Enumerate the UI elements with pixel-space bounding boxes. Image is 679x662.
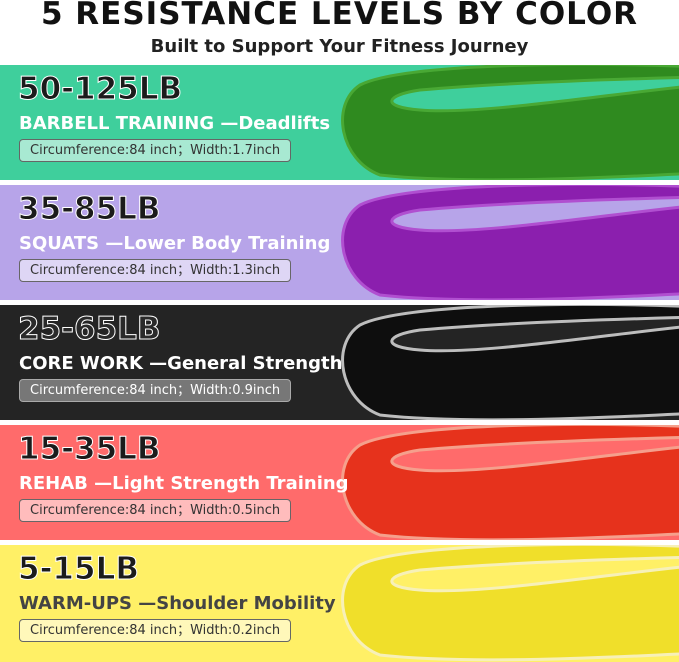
level-band: 35-85LB SQUATS —Lower Body Training Circum… [0, 185, 679, 300]
band-illustration [341, 305, 679, 420]
spec-box: Circumference:84 inch；Width:0.2inch [19, 619, 292, 642]
level-band: 15-35LB REHAB —Light Strength Training Cir… [0, 425, 679, 540]
range-text: 5-15LB [18, 551, 140, 588]
use-label: BARBELL TRAINING —Deadlifts [19, 113, 331, 134]
level-band: 50-125LB BARBELL TRAINING —Deadlifts Circu… [0, 65, 679, 180]
use-label: CORE WORK —General Strength [19, 353, 343, 374]
band-illustration [341, 185, 679, 300]
range-text: 50-125LB [17, 71, 183, 108]
use-label: WARM-UPS —Shoulder Mobility [19, 593, 336, 614]
spec-box: Circumference:84 inch；Width:1.7inch [19, 139, 292, 162]
band-illustration [341, 65, 679, 180]
range-text: 35-85LB [18, 191, 162, 228]
spec-box: Circumference:84 inch；Width:0.9inch [19, 379, 292, 402]
level-band: 25-65LB CORE WORK —General Strength Circum… [0, 305, 679, 420]
range-text: 25-65LB [18, 311, 162, 348]
spec-box: Circumference:84 inch；Width:1.3inch [19, 259, 292, 282]
spec-box: Circumference:84 inch；Width:0.5inch [19, 499, 292, 522]
band-illustration [341, 425, 679, 540]
use-label: REHAB —Light Strength Training [19, 473, 349, 494]
title: 5 RESISTANCE LEVELS BY COLOR [40, 0, 639, 32]
subtitle: Built to Support Your Fitness Journey [150, 36, 529, 57]
band-illustration [341, 545, 679, 662]
use-label: SQUATS —Lower Body Training [19, 233, 331, 254]
range-text: 15-35LB [18, 431, 162, 468]
level-band: 5-15LB WARM-UPS —Shoulder Mobility Circumf… [0, 545, 679, 662]
